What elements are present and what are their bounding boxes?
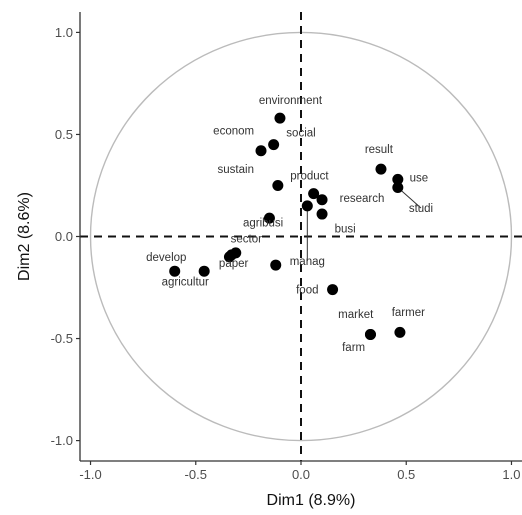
x-tick-label: 1.0 [502, 467, 520, 482]
point-label: busi [335, 223, 356, 235]
point-label: result [365, 144, 394, 156]
data-point [308, 188, 320, 200]
data-point [392, 182, 404, 194]
point-label: sustain [218, 164, 254, 176]
data-point [268, 139, 280, 151]
data-point [226, 249, 238, 261]
data-point [169, 265, 181, 277]
point-label: food [296, 285, 318, 297]
x-tick-label: -1.0 [79, 467, 101, 482]
data-point [301, 200, 313, 212]
point-label: market [338, 309, 374, 321]
x-tick-label: -0.5 [185, 467, 207, 482]
y-tick-label: 1.0 [55, 25, 73, 40]
data-point [198, 265, 210, 277]
data-point [364, 328, 376, 340]
point-label: econom [213, 125, 254, 137]
point-label: farm [342, 342, 365, 354]
data-point [255, 145, 267, 157]
point-label: develop [146, 252, 186, 264]
point-label: studi [409, 203, 433, 215]
point-label: environment [259, 95, 323, 107]
x-tick-label: 0.5 [397, 467, 415, 482]
y-tick-label: 0.0 [55, 229, 73, 244]
x-tick-label: 0.0 [292, 467, 310, 482]
point-label: product [290, 170, 329, 182]
point-label: sector [231, 234, 262, 246]
point-label: farmer [392, 307, 425, 319]
data-point [272, 179, 284, 191]
point-label: agribusi [243, 217, 283, 229]
point-label: agricultur [162, 276, 209, 288]
point-label: use [410, 172, 429, 184]
x-axis-title: Dim1 (8.9%) [267, 492, 356, 509]
point-label: social [286, 127, 315, 139]
y-tick-label: -1.0 [51, 433, 73, 448]
point-label: manag [290, 256, 325, 268]
y-axis-title: Dim2 (8.6%) [16, 192, 33, 281]
plot-area: -1.0 -0.5 0.0 0.5 1.0 -1.0 -0.5 0.0 0.5 1.0 enviro… [51, 12, 522, 482]
y-tick-label: -0.5 [51, 331, 73, 346]
data-point [274, 112, 286, 124]
data-point [316, 194, 328, 206]
data-point [392, 173, 404, 185]
y-tick-label: 0.5 [55, 127, 73, 142]
data-point [327, 284, 339, 296]
data-point [375, 163, 387, 175]
data-point [316, 208, 328, 220]
data-point [263, 212, 275, 224]
data-point [394, 326, 406, 338]
point-label: paper [219, 258, 249, 270]
point-label: research [340, 193, 385, 205]
data-point [270, 259, 282, 271]
